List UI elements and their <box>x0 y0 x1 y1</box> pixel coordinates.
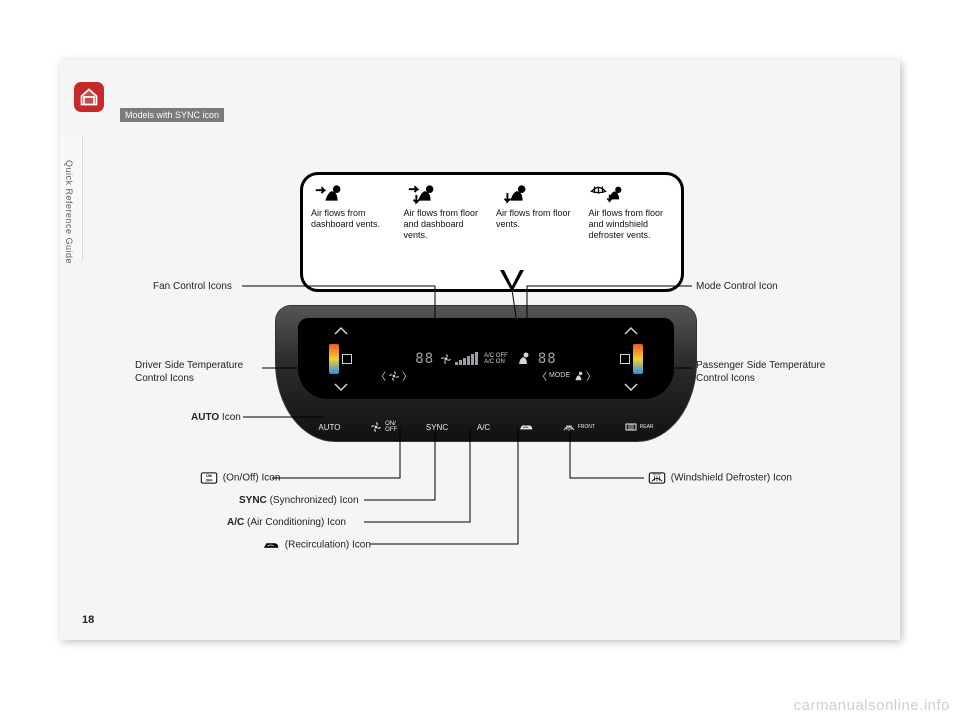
onoff-icon-label: ON/OFF (On/Off) Icon <box>200 472 280 485</box>
ac-button[interactable]: A/C <box>477 423 490 432</box>
chevron-down-icon <box>333 382 349 392</box>
recirc-small-icon <box>262 539 280 551</box>
passenger-temp-readout: 88 <box>538 351 557 367</box>
chevron-down-icon <box>623 382 639 392</box>
model-variant-tag: Models with SYNC icon <box>120 108 224 122</box>
svg-text:OFF: OFF <box>206 478 213 482</box>
defrost-small-icon: FRONT <box>648 472 666 484</box>
sync-icon-label: SYNC (Synchronized) Icon <box>239 495 359 508</box>
auto-button[interactable]: AUTO <box>318 423 340 432</box>
ac-status-display: A/C OFFA/C ON <box>484 353 508 365</box>
svg-text:FRONT: FRONT <box>653 472 662 476</box>
home-icon[interactable] <box>74 82 104 112</box>
driver-temp-readout: 88 <box>415 351 434 367</box>
page-number: 18 <box>82 614 94 626</box>
onoff-button[interactable]: ON/ OFF <box>369 421 397 433</box>
ac-icon-label: A/C (Air Conditioning) Icon <box>227 517 346 530</box>
driver-temp-label: Driver Side Temperature Control Icons <box>135 360 265 385</box>
chevron-up-icon <box>623 326 639 336</box>
center-display: 88 A/C OFFA/C ON 88 <box>415 351 556 367</box>
sidebar-label: Quick Reference Guide <box>64 160 74 264</box>
chevron-up-icon <box>333 326 349 336</box>
fan-icon <box>440 353 452 365</box>
fan-mode-row: 〈 〉 〈 MODE 〉 <box>376 368 596 383</box>
mode-control-label: Mode Control Icon <box>696 281 778 294</box>
fan-down[interactable]: 〈 〉 <box>376 368 412 383</box>
defrost-icon-label: FRONT (Windshield Defroster) Icon <box>648 472 792 485</box>
mode-dashboard: Air flows from dashboard vents. <box>311 181 396 283</box>
recirc-icon-label: (Recirculation) Icon <box>262 539 371 552</box>
mode-dashboard-label: Air flows from dashboard vents. <box>311 208 396 230</box>
mode-floor-defrost-label: Air flows from floor and windshield defr… <box>589 208 674 240</box>
rear-defrost-button[interactable]: REAR <box>624 421 654 433</box>
driver-temp-control[interactable] <box>329 326 352 392</box>
svg-text:ON/: ON/ <box>206 474 212 478</box>
mode-floor-dash-label: Air flows from floor and dashboard vents… <box>404 208 489 240</box>
mode-callout-bubble: Air flows from dashboard vents. Air flow… <box>300 172 684 292</box>
front-defrost-button[interactable]: FRONT <box>562 421 595 433</box>
watermark: carmanualsonline.info <box>794 697 950 714</box>
mode-floor-defrost: Air flows from floor and windshield defr… <box>589 181 674 283</box>
mode-indicator-icon <box>514 351 532 367</box>
auto-icon-label: AUTO Icon <box>191 412 241 425</box>
onoff-small-icon: ON/OFF <box>200 472 218 484</box>
fan-control-label: Fan Control Icons <box>153 281 232 294</box>
climate-panel: 88 A/C OFFA/C ON 88 <box>275 305 695 440</box>
mode-cycle[interactable]: 〈 MODE 〉 <box>537 368 596 383</box>
climate-diagram: Air flows from dashboard vents. Air flow… <box>100 150 890 590</box>
passenger-temp-control[interactable] <box>620 326 643 392</box>
passenger-temp-label: Passenger Side Temperature Control Icons <box>696 360 826 385</box>
mode-floor-dash: Air flows from floor and dashboard vents… <box>404 181 489 283</box>
recirc-button[interactable] <box>519 421 533 433</box>
mode-floor-label: Air flows from floor vents. <box>496 208 581 230</box>
sync-button[interactable]: SYNC <box>426 423 448 432</box>
